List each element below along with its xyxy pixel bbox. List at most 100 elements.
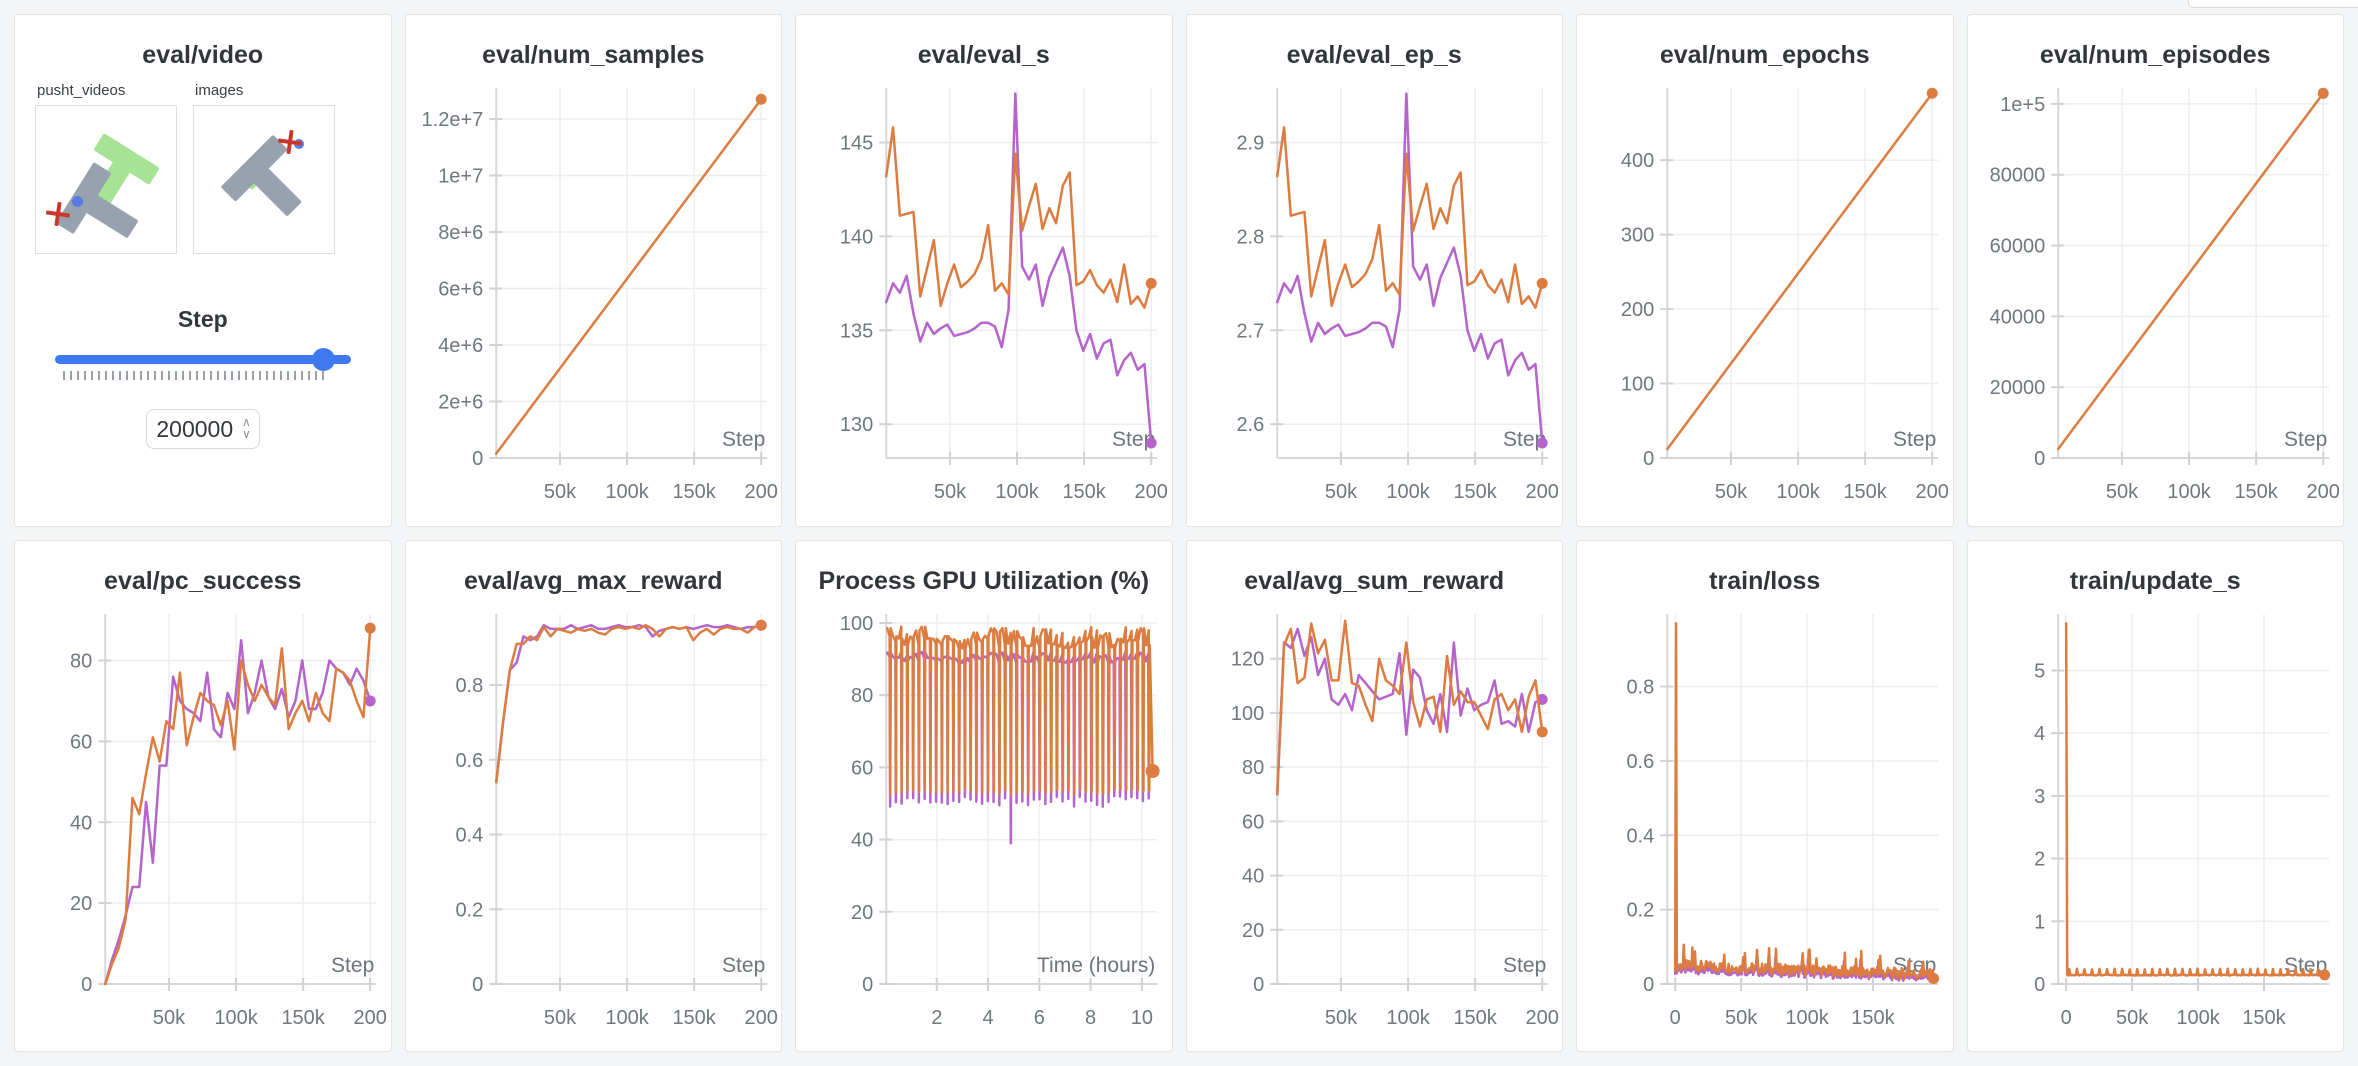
goal-cross-icon	[44, 200, 71, 227]
svg-text:Step: Step	[722, 428, 765, 451]
panel-eval-num-epochs: eval/num_epochs 0 100 200 300 400 50k 100k 150k…	[1576, 14, 1954, 527]
svg-text:50k: 50k	[1324, 1007, 1357, 1029]
svg-text:20: 20	[851, 901, 873, 923]
stepper-arrows[interactable]: ∧ ∨	[242, 416, 251, 440]
svg-text:100: 100	[1230, 702, 1263, 724]
svg-text:200: 200	[2306, 481, 2339, 503]
slider-tick-marks	[63, 371, 327, 380]
svg-text:200: 200	[1525, 1007, 1558, 1029]
svg-text:40: 40	[1242, 865, 1264, 887]
svg-text:100k: 100k	[1386, 481, 1430, 503]
svg-text:0: 0	[1670, 1007, 1681, 1029]
step-number-input[interactable]	[145, 409, 260, 449]
agent-dot	[72, 196, 83, 207]
svg-text:0: 0	[472, 974, 483, 996]
line-chart-gpu-utilization[interactable]: 0 20 40 60 80 100 2 4 6 8 10 Time (hours)	[796, 600, 1172, 1048]
svg-text:50k: 50k	[543, 481, 576, 503]
chevron-down-icon[interactable]: ∨	[241, 427, 251, 441]
svg-text:80: 80	[1242, 757, 1264, 779]
panel-title: eval/video	[142, 41, 264, 69]
svg-text:100k: 100k	[214, 1007, 258, 1029]
svg-text:2.7: 2.7	[1236, 320, 1264, 342]
slider-track[interactable]	[55, 348, 351, 371]
svg-text:0.6: 0.6	[1626, 750, 1654, 772]
svg-text:150k: 150k	[672, 481, 716, 503]
svg-text:0: 0	[1643, 448, 1654, 470]
media-key-label: pusht_videos	[37, 82, 126, 99]
panel-title: eval/avg_max_reward	[463, 566, 723, 595]
panel-title: Process GPU Utilization (%)	[818, 566, 1150, 595]
svg-text:200: 200	[1525, 481, 1558, 503]
svg-text:0: 0	[472, 448, 483, 470]
svg-text:80000: 80000	[1989, 165, 2045, 187]
svg-text:100k: 100k	[1776, 481, 1820, 503]
svg-text:0.2: 0.2	[1626, 899, 1654, 921]
panel-title: eval/pc_success	[104, 566, 302, 595]
svg-text:100k: 100k	[605, 481, 649, 503]
svg-text:Step: Step	[1112, 428, 1155, 451]
svg-text:50k: 50k	[1715, 481, 1748, 503]
svg-text:Step: Step	[1893, 428, 1936, 451]
svg-text:150k: 150k	[1453, 481, 1497, 503]
cropped-panel-edge	[2188, 0, 2358, 8]
line-chart-num-samples[interactable]: 0 2e+6 4e+6 6e+6 8e+6 1e+7 1.2e+7 50k 100k 150k 20…	[406, 74, 782, 522]
svg-text:0.2: 0.2	[455, 899, 483, 921]
step-input-group: ∧∨	[145, 409, 260, 449]
panel-train-loss: train/loss 0 0.2 0.4 0.6 0.8 0 50k 100k 150k Step	[1576, 539, 1954, 1052]
svg-text:Step: Step	[331, 954, 374, 977]
svg-text:20000: 20000	[1989, 377, 2045, 399]
svg-text:20: 20	[70, 893, 92, 915]
line-chart-avg-max-reward[interactable]: 0 0.2 0.4 0.6 0.8 50k 100k 150k 200 Step	[406, 600, 782, 1048]
line-chart-num-epochs[interactable]: 0 100 200 300 400 50k 100k 150k 200 Step	[1577, 74, 1953, 522]
slider-thumb[interactable]	[312, 348, 336, 371]
video-thumbnail-pusht[interactable]	[35, 105, 177, 254]
line-chart-pc-success[interactable]: 0 20 40 60 80 50k 100k 150k 200 Step	[15, 600, 391, 1048]
svg-text:200: 200	[1916, 481, 1949, 503]
svg-text:200: 200	[744, 481, 777, 503]
svg-text:1e+5: 1e+5	[2000, 94, 2045, 116]
panel-title: eval/num_epochs	[1659, 41, 1870, 69]
svg-text:0: 0	[2060, 1007, 2071, 1029]
panel-eval-avg-max-reward: eval/avg_max_reward 0 0.2 0.4 0.6 0.8 50k 100k…	[404, 539, 782, 1052]
svg-text:8e+6: 8e+6	[438, 222, 483, 244]
svg-text:0: 0	[1643, 974, 1654, 996]
line-chart-eval-ep-s[interactable]: 2.6 2.7 2.8 2.9 50k 100k 150k 200 Step	[1187, 74, 1563, 522]
svg-text:100k: 100k	[605, 1007, 649, 1029]
svg-text:300: 300	[1621, 225, 1654, 247]
svg-text:150k: 150k	[1843, 481, 1887, 503]
svg-text:60: 60	[851, 757, 873, 779]
media-key-label: images	[195, 82, 244, 99]
svg-text:Step: Step	[1503, 428, 1546, 451]
svg-text:3: 3	[2034, 785, 2045, 807]
svg-text:130: 130	[840, 414, 873, 436]
svg-text:200: 200	[744, 1007, 777, 1029]
line-chart-avg-sum-reward[interactable]: 0 20 40 60 80 100 120 50k 100k 150k 200 Step	[1187, 600, 1563, 1048]
svg-text:145: 145	[840, 132, 873, 154]
video-thumbnail-images[interactable]	[193, 105, 335, 254]
svg-text:50k: 50k	[1324, 481, 1357, 503]
svg-text:50k: 50k	[153, 1007, 186, 1029]
svg-text:8: 8	[1085, 1007, 1096, 1029]
svg-text:40: 40	[851, 829, 873, 851]
media-pusht-videos: pusht_videos	[35, 82, 177, 254]
svg-text:150k: 150k	[1453, 1007, 1497, 1029]
svg-text:100: 100	[840, 613, 873, 635]
line-chart-eval-s[interactable]: 130 135 140 145 50k 100k 150k 200 Step	[796, 74, 1172, 522]
svg-text:0: 0	[2034, 448, 2045, 470]
svg-text:10: 10	[1131, 1007, 1153, 1029]
panel-train-update-s: train/update_s 0 1 2 3 4 5 0 50k 100k 150k Step	[1966, 539, 2344, 1052]
svg-text:150k: 150k	[2234, 481, 2278, 503]
step-slider-label: Step	[177, 306, 228, 332]
svg-text:1.2e+7: 1.2e+7	[421, 109, 483, 131]
svg-text:2: 2	[931, 1007, 942, 1029]
gray-t-shape	[211, 125, 324, 238]
line-chart-num-episodes[interactable]: 0 20000 40000 60000 80000 1e+5 50k 100k 150k 200 S…	[1968, 74, 2344, 522]
chevron-up-icon[interactable]: ∧	[241, 415, 251, 429]
svg-text:50k: 50k	[934, 481, 967, 503]
svg-text:6e+6: 6e+6	[438, 279, 483, 301]
svg-text:150k: 150k	[2242, 1007, 2286, 1029]
step-slider[interactable]	[55, 347, 351, 387]
